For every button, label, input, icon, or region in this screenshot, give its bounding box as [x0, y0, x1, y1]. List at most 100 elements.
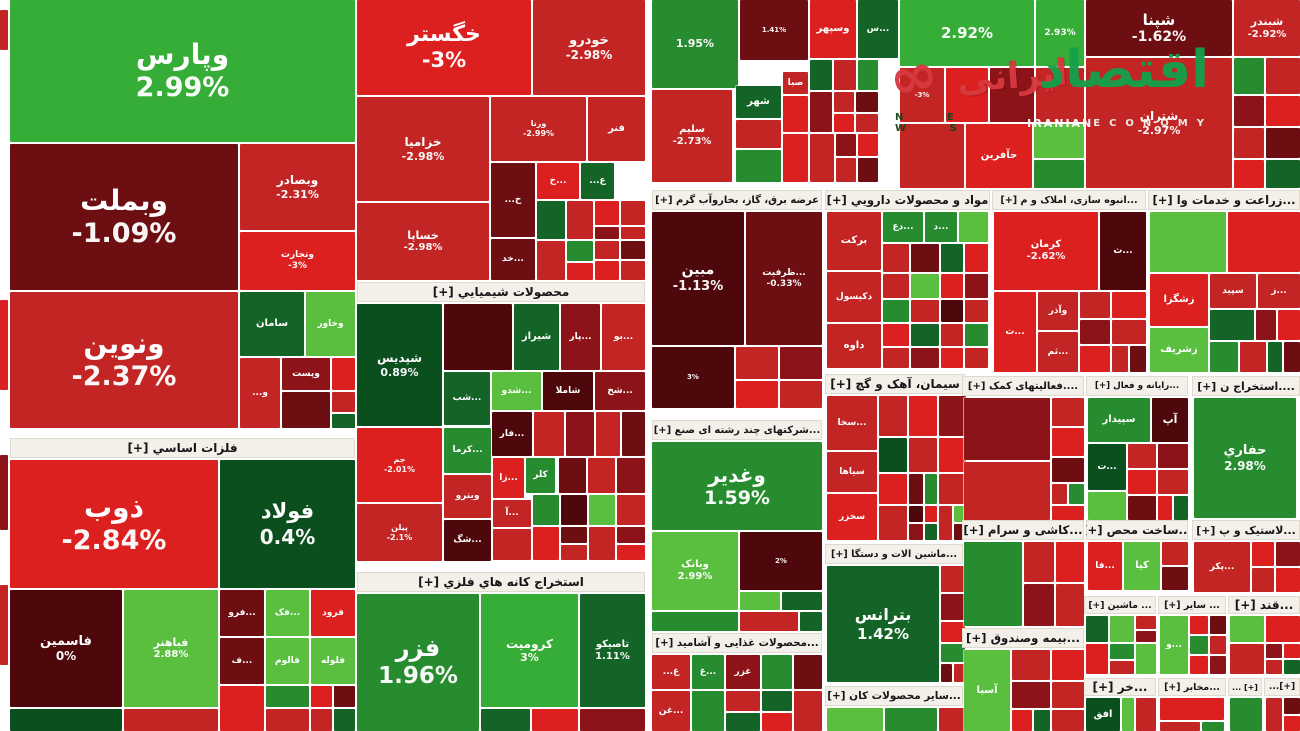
stock-cell[interactable]: ...فار	[492, 412, 532, 456]
stock-cell[interactable]: صبا	[783, 72, 808, 94]
stock-cell[interactable]	[911, 300, 939, 322]
stock-cell[interactable]	[834, 60, 856, 90]
stock-cell[interactable]	[783, 96, 808, 132]
stock-cell[interactable]	[282, 392, 330, 428]
stock-cell[interactable]	[595, 227, 619, 239]
stock-cell[interactable]	[965, 274, 988, 298]
stock-cell[interactable]	[736, 347, 778, 379]
stock-cell[interactable]: ...س	[858, 0, 898, 58]
stock-cell[interactable]: وخاور	[306, 292, 355, 356]
stock-cell[interactable]	[1266, 160, 1300, 188]
stock-cell[interactable]	[1230, 616, 1264, 642]
stock-cell[interactable]: فالوم	[266, 638, 309, 684]
stock-cell[interactable]	[1086, 644, 1108, 674]
stock-cell[interactable]	[617, 458, 645, 493]
stock-cell[interactable]	[622, 412, 645, 456]
stock-cell[interactable]	[444, 304, 512, 370]
stock-cell[interactable]	[1086, 616, 1108, 642]
stock-cell[interactable]: ...خ	[537, 163, 579, 199]
stock-cell[interactable]	[941, 324, 963, 346]
stock-cell[interactable]	[762, 713, 792, 731]
stock-cell[interactable]: سلیم -2.73%	[652, 90, 732, 182]
stock-cell[interactable]: حفاري 2.98%	[1194, 398, 1296, 518]
stock-cell[interactable]	[879, 438, 907, 472]
stock-cell[interactable]	[1128, 444, 1156, 468]
stock-cell[interactable]	[311, 686, 332, 707]
stock-cell[interactable]	[858, 158, 878, 182]
stock-cell[interactable]	[1158, 470, 1188, 494]
stock-cell[interactable]	[621, 261, 645, 280]
stock-cell[interactable]: زشگزا	[1150, 274, 1208, 326]
stock-cell[interactable]	[959, 212, 988, 242]
stock-cell[interactable]: تاصیکو 1.11%	[580, 594, 645, 707]
stock-cell[interactable]	[1052, 506, 1084, 520]
stock-cell[interactable]	[946, 68, 988, 122]
stock-cell[interactable]: ...فرو	[220, 590, 264, 636]
stock-cell[interactable]	[595, 261, 619, 280]
stock-cell[interactable]	[1190, 636, 1208, 654]
stock-cell[interactable]	[965, 244, 988, 272]
stock-cell[interactable]	[1112, 292, 1146, 318]
stock-cell[interactable]	[964, 542, 1022, 626]
stock-cell[interactable]	[266, 686, 309, 707]
stock-cell[interactable]	[762, 655, 792, 689]
stock-cell[interactable]: خساپا -2.98%	[357, 203, 489, 280]
sector-header[interactable]: ...لاستیک و پ [+]	[1192, 520, 1300, 540]
stock-cell[interactable]	[1266, 616, 1300, 642]
stock-cell[interactable]: ...پکر	[1194, 542, 1250, 592]
stock-cell[interactable]	[1012, 710, 1032, 731]
stock-cell[interactable]	[589, 495, 615, 525]
stock-cell[interactable]	[332, 392, 355, 412]
stock-cell[interactable]: وتجارت -3%	[240, 232, 355, 290]
stock-cell[interactable]	[1130, 346, 1146, 372]
stock-cell[interactable]: فزر 1.96%	[357, 594, 479, 731]
stock-cell[interactable]	[1158, 444, 1188, 468]
stock-cell[interactable]	[965, 324, 988, 346]
stock-cell[interactable]	[1284, 716, 1300, 731]
stock-cell[interactable]	[0, 300, 8, 390]
stock-cell[interactable]	[883, 274, 909, 298]
stock-cell[interactable]	[1266, 698, 1282, 731]
stock-cell[interactable]: -3%	[900, 68, 944, 122]
stock-cell[interactable]	[941, 244, 963, 272]
stock-cell[interactable]	[909, 438, 937, 472]
stock-cell[interactable]	[124, 709, 218, 731]
stock-cell[interactable]	[810, 134, 834, 182]
stock-cell[interactable]	[726, 691, 760, 711]
stock-cell[interactable]: مبین -1.13%	[652, 212, 744, 345]
stock-cell[interactable]	[1278, 310, 1300, 340]
stock-cell[interactable]	[1112, 346, 1128, 372]
sector-header[interactable]: ...زراعت و خدمات وا [+]	[1148, 190, 1300, 210]
stock-cell[interactable]: آپ	[1152, 398, 1188, 442]
stock-cell[interactable]	[1210, 616, 1226, 634]
stock-cell[interactable]	[567, 263, 593, 280]
stock-cell[interactable]	[879, 396, 907, 436]
stock-cell[interactable]: ...ثم	[1038, 332, 1078, 372]
stock-cell[interactable]	[1266, 96, 1300, 126]
stock-cell[interactable]	[990, 68, 1034, 122]
stock-cell[interactable]: ...ز	[1258, 274, 1300, 308]
stock-cell[interactable]: کلر	[526, 458, 555, 493]
stock-cell[interactable]	[1266, 644, 1282, 658]
stock-cell[interactable]	[1136, 698, 1156, 731]
stock-cell[interactable]: سپیدار	[1088, 398, 1150, 442]
stock-cell[interactable]: شهر	[736, 86, 781, 118]
sector-header[interactable]: مواد و محصولات دارويي [+]	[825, 190, 990, 210]
stock-cell[interactable]	[939, 506, 952, 540]
stock-cell[interactable]	[621, 227, 645, 239]
stock-cell[interactable]: ...غ	[692, 655, 724, 689]
stock-cell[interactable]: ...فا	[1088, 542, 1122, 590]
stock-cell[interactable]	[652, 612, 738, 631]
stock-cell[interactable]	[762, 691, 792, 711]
stock-cell[interactable]	[939, 438, 966, 472]
stock-cell[interactable]	[941, 664, 952, 682]
stock-cell[interactable]: ...کرما	[444, 428, 491, 473]
stock-cell[interactable]	[925, 474, 937, 504]
stock-cell[interactable]	[879, 474, 907, 504]
stock-cell[interactable]: 1.95%	[652, 0, 738, 88]
sector-header[interactable]: ...کاشی و سرام [+]	[962, 520, 1084, 540]
stock-cell[interactable]	[1112, 320, 1146, 344]
stock-cell[interactable]	[481, 709, 530, 731]
stock-cell[interactable]	[1234, 58, 1264, 94]
stock-cell[interactable]	[493, 529, 531, 560]
